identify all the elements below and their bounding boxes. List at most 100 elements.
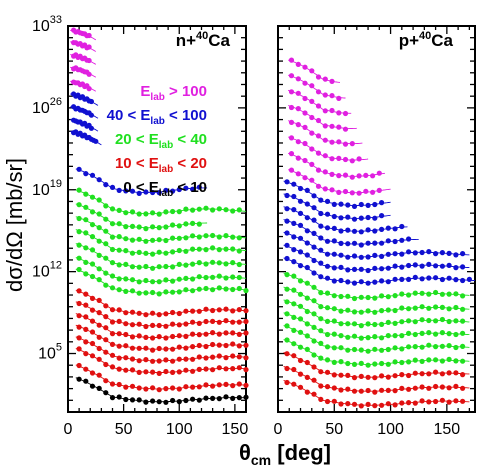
data-point — [433, 289, 439, 296]
data-point — [311, 391, 317, 397]
data-point — [460, 264, 466, 270]
data-point — [123, 236, 129, 242]
data-point — [236, 319, 242, 325]
data-point — [170, 278, 176, 284]
data-point — [96, 310, 102, 316]
y-tick-label: 1026 — [32, 96, 62, 117]
data-point — [338, 252, 344, 258]
data-point — [196, 274, 202, 280]
data-point — [302, 64, 308, 70]
data-point — [284, 242, 290, 248]
data-point — [439, 343, 445, 349]
data-point — [196, 246, 202, 252]
data-point — [336, 189, 342, 195]
data-point — [176, 344, 182, 350]
x-tick-label: 100 — [166, 421, 193, 438]
data-point — [331, 359, 337, 365]
data-point — [342, 110, 349, 117]
data-point — [196, 308, 202, 314]
data-point — [83, 204, 89, 210]
data-point — [331, 345, 337, 351]
data-point — [376, 170, 382, 176]
data-point — [336, 124, 342, 130]
data-point — [433, 318, 439, 324]
data-point — [439, 304, 445, 310]
data-point — [243, 382, 249, 388]
data-point — [379, 266, 385, 272]
data-point — [358, 373, 364, 379]
data-point — [399, 333, 405, 339]
data-point — [96, 252, 102, 258]
data-point — [284, 337, 290, 343]
data-point — [291, 220, 297, 226]
data-point — [318, 328, 324, 334]
data-point — [89, 194, 96, 200]
data-point — [230, 246, 236, 252]
data-point — [176, 322, 182, 328]
data-point — [399, 251, 405, 257]
data-point — [297, 198, 304, 204]
data-point — [324, 369, 331, 375]
data-point — [284, 255, 290, 262]
data-point — [446, 343, 452, 349]
data-point — [336, 95, 342, 101]
data-point — [170, 188, 176, 194]
data-point — [83, 314, 89, 320]
data-point — [236, 285, 242, 292]
data-point — [284, 365, 290, 372]
data-point — [236, 307, 242, 313]
data-point — [291, 247, 297, 253]
data-point — [156, 322, 162, 329]
data-point — [89, 209, 96, 215]
data-point — [196, 286, 202, 292]
x-tick-label: 50 — [325, 421, 343, 438]
data-point — [76, 187, 82, 193]
data-point — [203, 205, 209, 211]
data-point — [291, 207, 297, 213]
data-point — [243, 330, 249, 336]
data-point — [302, 175, 308, 181]
data-point — [399, 400, 405, 406]
data-point — [358, 279, 364, 285]
data-point — [129, 345, 136, 351]
legend-entry: Elab > 100 — [140, 83, 207, 103]
data-point — [76, 324, 82, 330]
data-point — [379, 278, 385, 284]
y-tick-label: 1012 — [32, 260, 62, 281]
data-point — [210, 341, 216, 348]
data-point — [163, 357, 169, 363]
data-point — [76, 229, 82, 235]
data-point — [96, 197, 102, 203]
data-point — [439, 263, 445, 269]
data-point — [236, 365, 242, 371]
data-point — [372, 309, 378, 315]
data-point — [372, 279, 378, 285]
data-point — [304, 359, 310, 366]
legend-entry: 0 < Elab < 10 — [123, 179, 207, 199]
data-point — [170, 346, 176, 352]
data-point — [123, 276, 129, 282]
data-point — [295, 122, 301, 128]
data-point — [123, 261, 129, 267]
data-point — [336, 155, 342, 161]
data-point — [453, 318, 459, 324]
data-point — [76, 313, 82, 319]
data-point — [203, 355, 209, 361]
data-point — [304, 308, 310, 315]
data-point — [385, 279, 391, 285]
data-point — [89, 172, 96, 178]
data-point — [183, 384, 189, 390]
data-point — [196, 206, 202, 212]
data-point — [324, 290, 331, 296]
data-point — [230, 234, 236, 240]
data-point — [284, 311, 290, 317]
data-point — [116, 318, 122, 324]
data-point — [163, 346, 169, 352]
data-point — [76, 266, 82, 273]
data-point — [406, 262, 412, 269]
data-point — [203, 331, 209, 337]
data-point — [196, 320, 202, 326]
data-point — [83, 366, 89, 372]
data-point — [156, 279, 162, 285]
data-point — [88, 98, 94, 105]
